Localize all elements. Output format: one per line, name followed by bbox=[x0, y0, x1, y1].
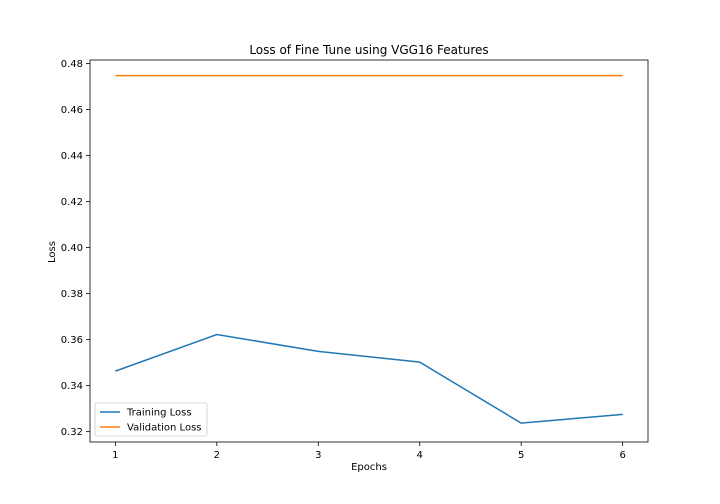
legend: Training Loss Validation Loss bbox=[94, 402, 208, 437]
y-tick-label: 0.44 bbox=[61, 151, 83, 162]
y-tick-label: 0.42 bbox=[61, 197, 83, 208]
y-tick-label: 0.32 bbox=[61, 427, 83, 438]
x-tick-label: 5 bbox=[518, 450, 524, 461]
y-tick-label: 0.36 bbox=[61, 335, 83, 346]
x-axis-label: Epochs bbox=[351, 462, 387, 473]
y-tick-label: 0.34 bbox=[61, 381, 83, 392]
x-tick-label: 1 bbox=[112, 450, 118, 461]
y-tick-label: 0.46 bbox=[61, 105, 83, 116]
legend-label: Validation Loss bbox=[127, 423, 202, 434]
x-tick-label: 6 bbox=[619, 450, 625, 461]
x-tick-label: 2 bbox=[214, 450, 220, 461]
y-axis: 0.32 0.34 0.36 0.38 0.40 0.42 0.44 0.46 0.48 bbox=[61, 59, 90, 438]
y-tick-label: 0.38 bbox=[61, 289, 83, 300]
x-axis: 1 2 3 4 5 6 bbox=[112, 442, 626, 461]
y-axis-label: Loss bbox=[47, 241, 58, 263]
legend-box bbox=[94, 402, 208, 437]
y-tick-label: 0.40 bbox=[61, 243, 83, 254]
series-group bbox=[115, 74, 623, 424]
plot-frame bbox=[89, 59, 649, 443]
legend-label: Training Loss bbox=[126, 408, 192, 419]
x-tick-label: 3 bbox=[315, 450, 321, 461]
series-line-training-loss bbox=[115, 333, 623, 424]
chart-title: Loss of Fine Tune using VGG16 Features bbox=[249, 43, 488, 57]
y-tick-label: 0.48 bbox=[61, 59, 83, 70]
x-tick-label: 4 bbox=[417, 450, 423, 461]
